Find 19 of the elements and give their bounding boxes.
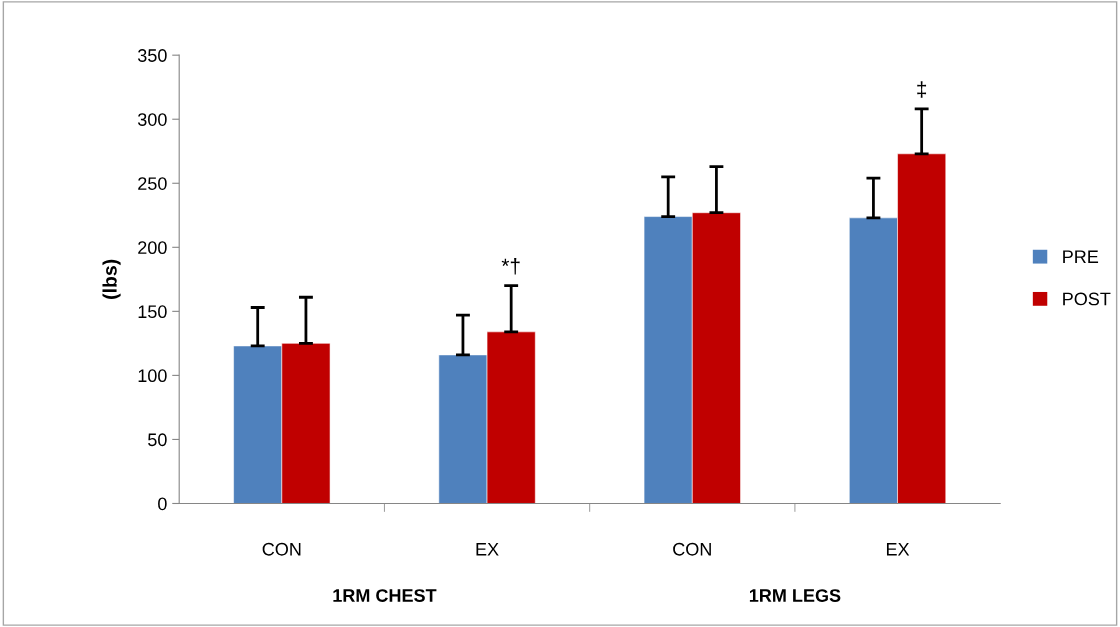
x-tick-label: CON (673, 542, 711, 556)
y-tick-label: 200 (138, 241, 167, 255)
y-tick-label: 300 (137, 113, 167, 126)
legend-label: PRE (1063, 250, 1099, 263)
legend-label: POST (1063, 292, 1111, 306)
y-tick-label: 350 (137, 49, 167, 62)
text: 1RM CHEST (333, 589, 437, 602)
y-tick-label: 50 (148, 433, 167, 447)
annotation: *† (501, 257, 520, 275)
y-tick-label: 0 (158, 497, 167, 511)
y-tick-label: 250 (138, 177, 167, 190)
y-tick-label: 100 (138, 369, 167, 383)
text: 1RM LEGS (749, 589, 841, 602)
x-tick-label: CON (262, 542, 301, 556)
y-tick-label: 150 (138, 305, 167, 319)
annotation: ‡ (917, 81, 927, 98)
x-tick-label: EX (886, 543, 910, 556)
x-tick-label: EX (476, 543, 499, 556)
y-axis-title: (lbs) (102, 259, 121, 299)
